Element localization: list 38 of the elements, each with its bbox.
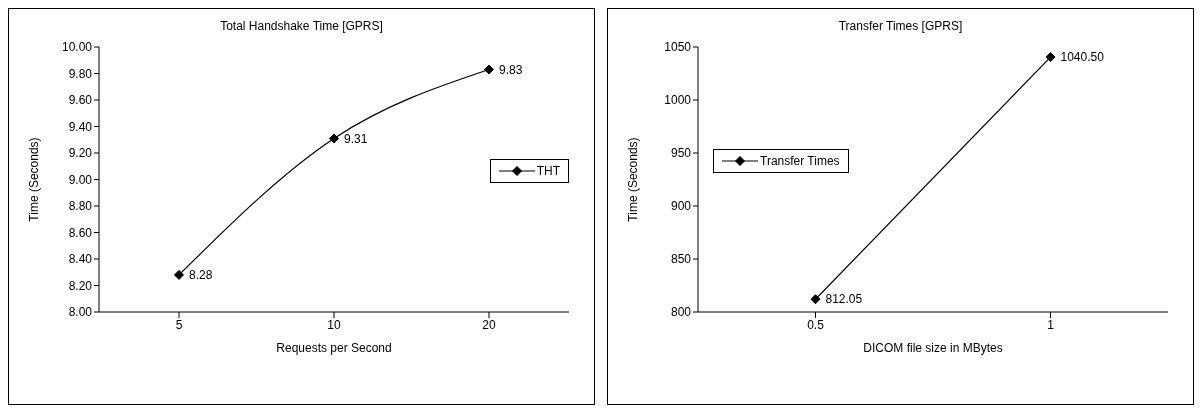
x-tick-label: 5 [175, 317, 183, 332]
y-tick-label: 9.20 [68, 146, 93, 161]
y-tick-label: 800 [670, 305, 692, 320]
text: 9.31 [344, 131, 368, 146]
y-tick-label: 8.00 [68, 305, 93, 320]
y-tick-label: 8.20 [68, 278, 93, 293]
point [174, 269, 184, 280]
x-tick-label: 1 [1047, 317, 1055, 332]
y-tick-label: 8.80 [68, 199, 93, 214]
x-tick-label: 20 [482, 317, 496, 332]
chart-title: Total Handshake Time [GPRS] [219, 19, 384, 33]
y-tick-label: 1050 [664, 40, 692, 55]
text: 812.05 [825, 292, 863, 307]
y-tick-label: 850 [670, 252, 692, 267]
y-tick-label: 950 [670, 146, 692, 161]
y-tick-label: 1000 [664, 93, 692, 108]
y-tick-label: 900 [670, 199, 692, 214]
x-axis-title: DICOM file size in MBytes [863, 341, 1003, 355]
y-tick-label: 9.00 [68, 172, 93, 187]
y-axis-title: Time (Seconds) [27, 137, 42, 222]
x-tick-label: 10 [327, 317, 341, 332]
x-axis-title: Requests per Second [276, 341, 392, 355]
text: 1040.50 [1060, 50, 1104, 65]
text: 9.83 [499, 62, 523, 77]
y-tick-label: 9.80 [68, 66, 93, 81]
y-axis-title: Time (Seconds) [626, 137, 641, 222]
chart-title: Transfer Times [GPRS] [837, 19, 964, 33]
text: 8.28 [189, 268, 213, 283]
point [329, 133, 339, 144]
point [484, 64, 494, 75]
y-tick-label: 10.00 [61, 40, 93, 55]
y-tick-label: 8.60 [68, 225, 93, 240]
y-tick-label: 9.60 [68, 93, 93, 108]
legend-label: THT [536, 164, 560, 178]
legend-label: Transfer Times [760, 154, 840, 168]
y-tick-label: 8.40 [68, 252, 93, 267]
x-tick-label: 0.5 [807, 317, 825, 332]
y-tick-label: 9.40 [68, 119, 93, 134]
